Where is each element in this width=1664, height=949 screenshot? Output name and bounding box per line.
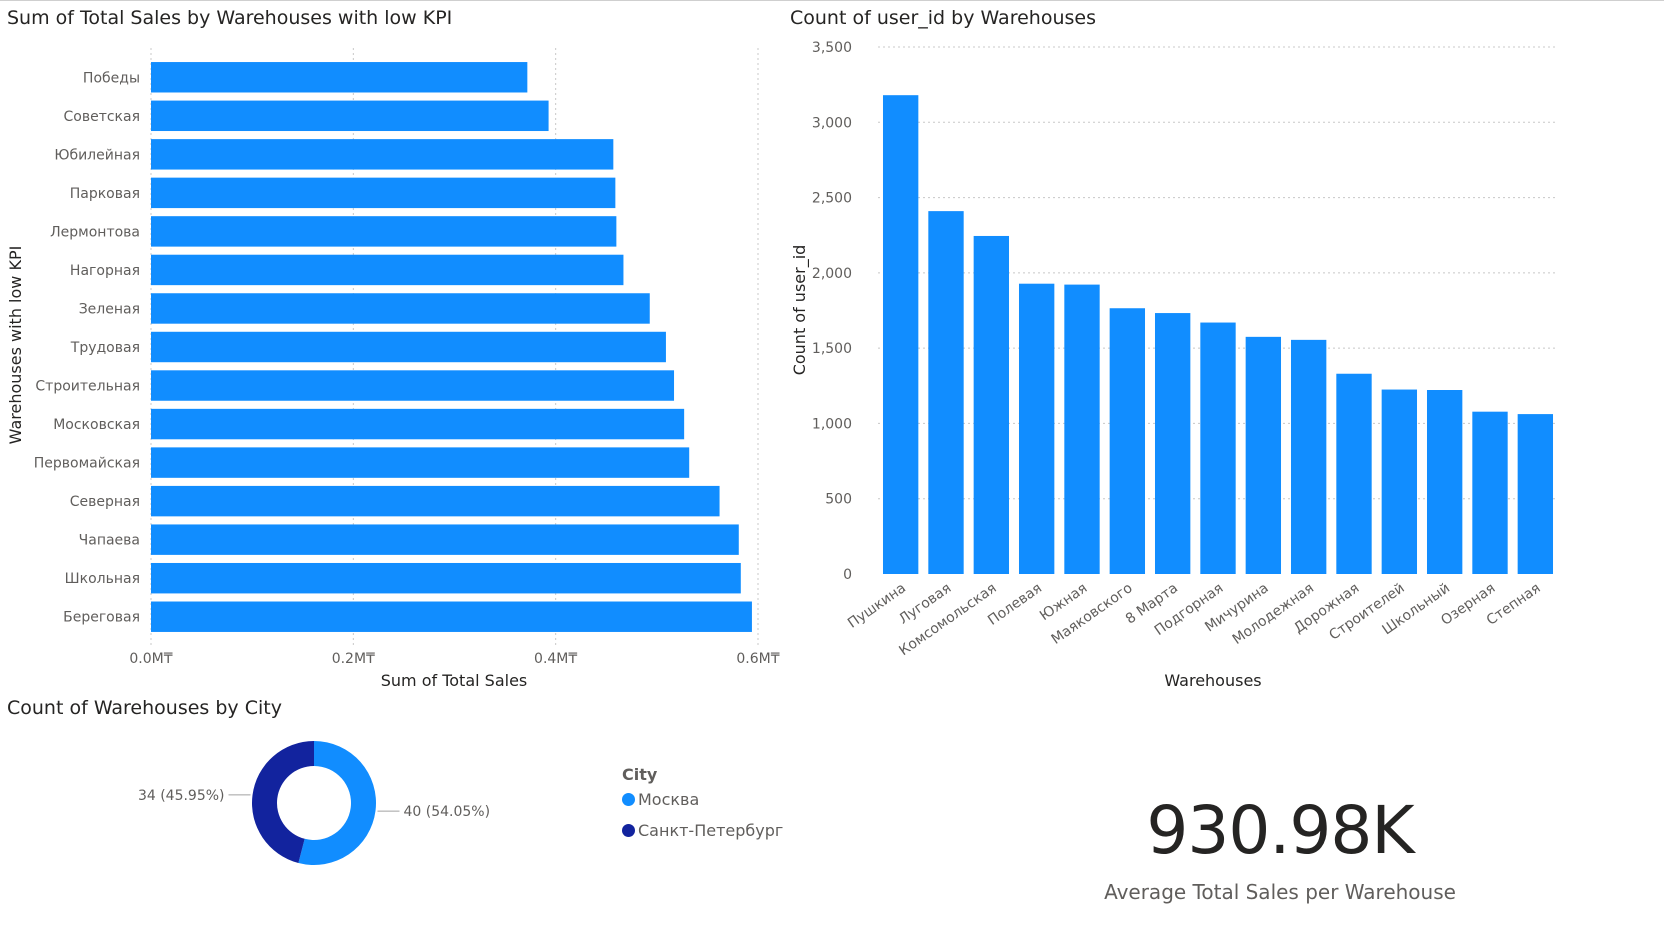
y-category-label: Московская [53, 417, 140, 433]
column-chart-title: Count of user_id by Warehouses [790, 7, 1096, 29]
y-tick-label: 3,500 [812, 40, 852, 56]
legend-item-moscow[interactable]: Москва [622, 790, 699, 809]
y-category-label: Парковая [70, 186, 140, 202]
y-tick-label: 2,000 [812, 266, 852, 282]
donut-chart: 40 (54.05%) 34 (45.95%) [138, 741, 490, 865]
column [928, 211, 964, 574]
column [1245, 336, 1282, 574]
column [1018, 283, 1055, 574]
y-tick-label: 1,500 [812, 341, 852, 357]
column [1472, 411, 1508, 574]
y-category-label: Северная [70, 494, 140, 510]
column [973, 235, 1010, 574]
y-category-label: Береговая [63, 610, 140, 626]
bar-chart: 0.0M₸ 0.2M₸ 0.4M₸ 0.6M₸ Победы Советская Юбиле… [6, 48, 780, 690]
column [1290, 339, 1327, 574]
y-category-label: Лермонтова [50, 224, 140, 240]
legend-dot-moscow [622, 793, 635, 806]
slice-data-label: 40 (54.05%) [403, 804, 490, 820]
y-category-label: Юбилейная [54, 147, 140, 163]
y-tick-label: 2,500 [812, 191, 852, 207]
y-tick-label: 500 [825, 492, 852, 508]
legend-item-spb[interactable]: Санкт-Петербург [622, 821, 783, 840]
y-category-label: Школьная [65, 571, 140, 587]
y-category-label: Советская [63, 109, 140, 125]
column [1064, 284, 1100, 574]
y-tick-label: 3,000 [812, 115, 852, 131]
y-tick-label: 1,000 [812, 416, 852, 432]
bar [151, 601, 752, 632]
column [1517, 414, 1554, 574]
column [1336, 373, 1372, 574]
x-axis-title: Sum of Total Sales [381, 671, 528, 690]
x-tick-label: 0.6M₸ [736, 651, 779, 667]
column [1381, 389, 1418, 574]
bar [151, 562, 741, 594]
bar [151, 62, 528, 93]
bar [151, 524, 739, 555]
bar [151, 408, 685, 440]
bar [151, 100, 549, 132]
x-tick-label: 0.2M₸ [332, 651, 375, 667]
bar [151, 177, 616, 209]
card-value: 930.98K [1146, 792, 1414, 869]
bar [151, 485, 720, 517]
x-tick-label: 0.0M₸ [129, 651, 172, 667]
bar [151, 331, 666, 363]
column [1426, 390, 1463, 574]
y-category-label: Строительная [35, 379, 140, 395]
x-tick-label: 0.4M₸ [534, 651, 577, 667]
donut-chart-title: Count of Warehouses by City [7, 697, 282, 719]
x-axis-title: Warehouses [1164, 671, 1261, 690]
bar [151, 370, 675, 401]
legend-label-spb: Санкт-Петербург [638, 821, 784, 840]
donut-slice [298, 741, 377, 865]
bar [151, 293, 650, 324]
legend-label-moscow: Москва [638, 790, 700, 809]
bar-chart-title: Sum of Total Sales by Warehouses with lo… [7, 7, 453, 29]
column [1200, 322, 1236, 574]
top-border [0, 0, 1664, 1]
legend-dot-spb [622, 824, 635, 837]
x-category-label: Пушкина [845, 580, 909, 631]
slice-data-label: 34 (45.95%) [138, 788, 225, 804]
y-axis-title: Count of user_id [790, 245, 810, 376]
y-category-label: Трудовая [70, 340, 140, 356]
column [882, 95, 919, 574]
legend-title: City [622, 765, 658, 784]
y-category-label: Нагорная [70, 263, 140, 279]
bar [151, 139, 614, 170]
bar [151, 216, 617, 247]
y-category-label: Первомайская [34, 456, 140, 472]
column-chart: 0 500 1,000 1,500 2,000 2,500 3,000 3,500 Пушкин… [790, 40, 1558, 690]
y-category-label: Чапаева [79, 533, 140, 549]
bar [151, 447, 690, 478]
y-category-label: Зеленая [79, 301, 140, 317]
column [1109, 308, 1146, 574]
column [1154, 313, 1191, 574]
y-category-label: Победы [83, 70, 140, 86]
y-axis-title: Warehouses with low KPI [6, 246, 25, 445]
donut-slice [252, 741, 314, 863]
card-label: Average Total Sales per Warehouse [1104, 880, 1456, 904]
bar [151, 254, 624, 286]
y-tick-label: 0 [843, 567, 852, 583]
